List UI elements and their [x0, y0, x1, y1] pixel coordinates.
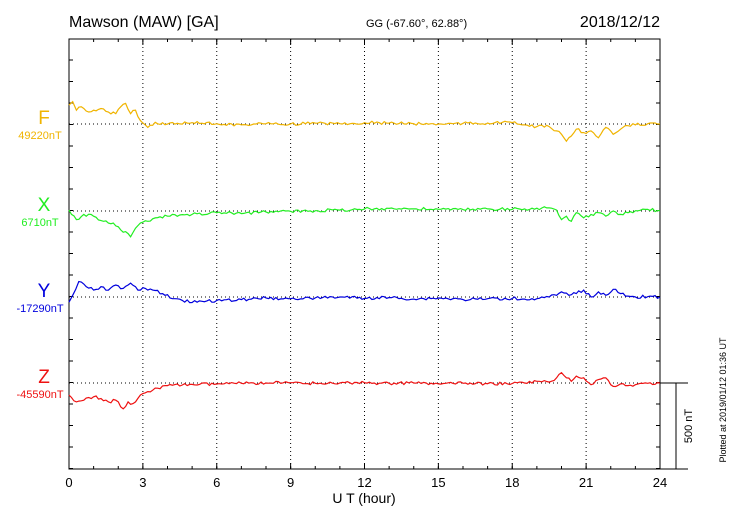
x-tick-label: 12	[357, 475, 371, 490]
series-line-z	[68, 371, 661, 410]
plotted-note: Plotted at 2019/01/12 01:36 UT	[718, 337, 728, 463]
station-title: Mawson (MAW) [GA]	[69, 14, 219, 31]
x-tick-label: 0	[65, 475, 72, 490]
series-name-y: Y	[38, 281, 51, 302]
x-tick-label: 3	[139, 475, 146, 490]
x-tick-label: 24	[653, 475, 667, 490]
x-tick-label: 6	[213, 475, 220, 490]
series-baseline-z: -45590nT	[16, 389, 63, 401]
scale-bar: 500 nT	[660, 382, 695, 470]
x-tick-label: 15	[431, 475, 445, 490]
series-line-x	[68, 206, 661, 238]
x-tick-label: 21	[579, 475, 593, 490]
series-name-x: X	[38, 195, 51, 216]
series-baseline-f: 49220nT	[18, 130, 62, 142]
x-tick-label: 9	[287, 475, 294, 490]
x-tick-label: 18	[505, 475, 519, 490]
baseline-lines	[69, 123, 660, 384]
grid-lines	[142, 39, 587, 469]
series-line-y	[68, 280, 661, 304]
scale-bar-label: 500 nT	[683, 409, 695, 444]
x-axis-label: U T (hour)	[332, 490, 395, 506]
chart-date: 2018/12/12	[580, 14, 660, 31]
station-coordinates: GG (-67.60°, 62.88°)	[366, 18, 467, 30]
series-baseline-y: -17290nT	[16, 303, 63, 315]
series-line-f	[68, 100, 660, 143]
series-baseline-x: 6710nT	[21, 217, 59, 229]
x-axis-ticks: 0 3 6 9 12 15 18 21 24	[65, 39, 667, 490]
series-traces	[68, 100, 661, 410]
series-name-z: Z	[38, 367, 50, 388]
series-name-f: F	[38, 108, 50, 129]
